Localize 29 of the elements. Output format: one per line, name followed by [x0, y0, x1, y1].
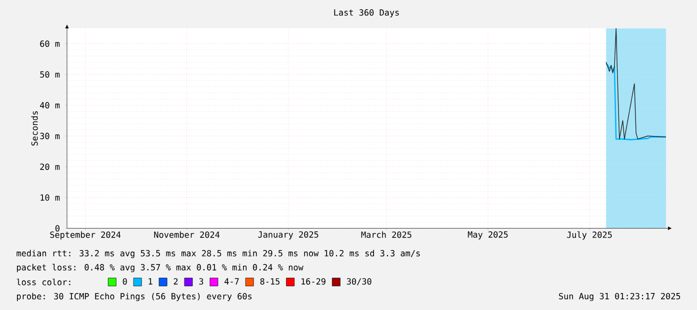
text: median rtt: 33.2 ms avg 53.5 ms max 28.5 ms min 29.5 ms now 10.2 ms sd 3.3 am/s — [16, 250, 420, 258]
x-tick-label: July 2025 — [566, 231, 612, 240]
text: packet loss: 0.48 % avg 3.57 % max 0.01 % min 0.24 % now — [16, 264, 304, 272]
y-tick-label: 20 m — [40, 164, 60, 170]
y-tick-label: 40 m — [40, 102, 60, 108]
legend-label: 8-15 — [260, 278, 280, 285]
y-axis-title: Seconds — [31, 111, 38, 146]
x-tick-label: March 2025 — [361, 231, 412, 238]
x-tick-label: May 2025 — [468, 231, 508, 240]
legend-label: 0 — [122, 278, 127, 285]
x-tick-label: November 2024 — [154, 231, 220, 238]
legend-label: 4-7 — [224, 278, 239, 284]
chart-title: Last 360 Days — [334, 9, 399, 18]
legend-label: 1 — [148, 278, 152, 284]
text: probe: 30 ICMP Echo Pings (56 Bytes) every 60s — [16, 292, 252, 302]
y-tick-label: 30 m — [40, 132, 60, 140]
text: Sun Aug 31 01:23:17 2025 — [559, 292, 680, 302]
y-tick-label: 10 m — [40, 194, 60, 201]
y-tick-label: 50 m — [40, 71, 60, 78]
legend-title: loss color: — [16, 278, 70, 286]
legend-label: 3 — [199, 278, 204, 285]
y-tick-label: 60 m — [40, 40, 60, 47]
x-tick-label: September 2024 — [50, 231, 121, 240]
legend-label: 30/30 — [346, 278, 372, 286]
x-tick-label: January 2025 — [258, 231, 318, 240]
legend-label: 2 — [174, 278, 178, 285]
y-tick-label: 0 — [55, 225, 60, 232]
legend-label: 16-29 — [302, 278, 326, 285]
line-series — [606, 28, 666, 140]
